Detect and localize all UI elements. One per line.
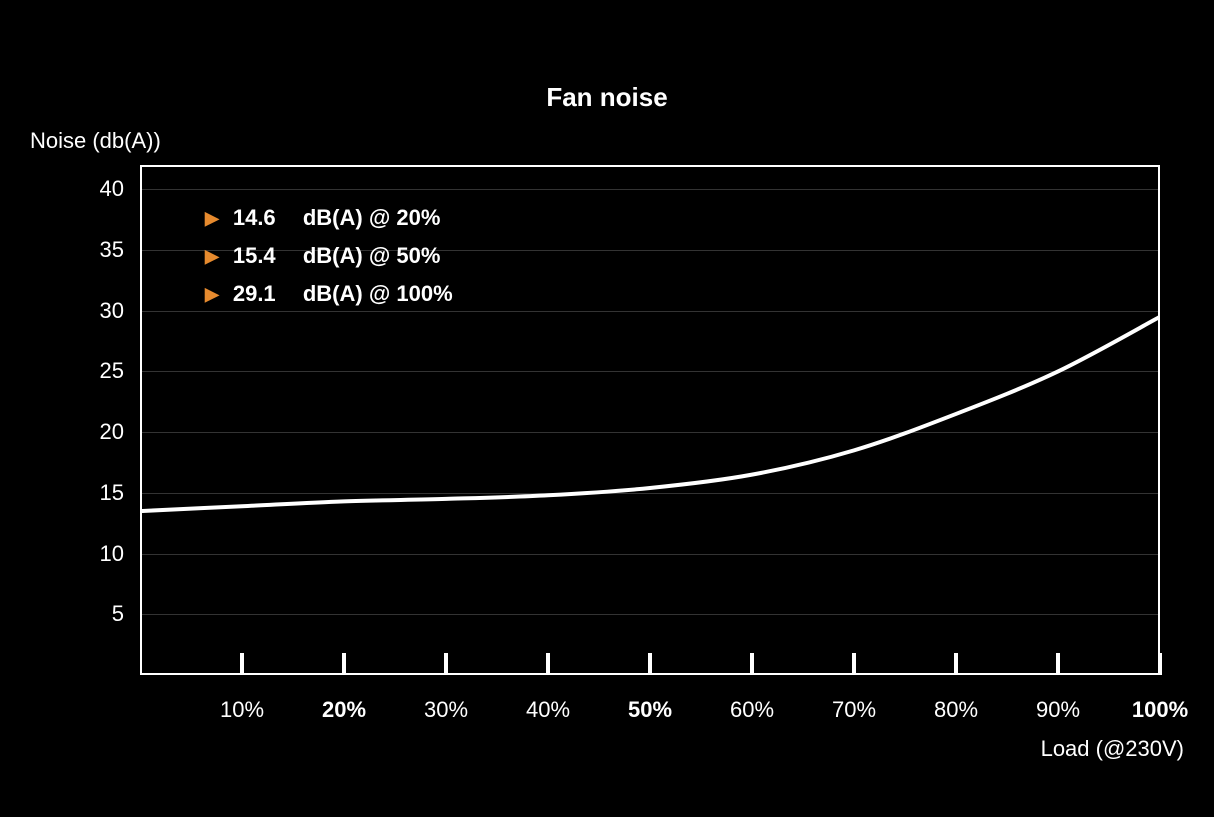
x-tick [444, 653, 448, 675]
chart-title: Fan noise [0, 82, 1214, 113]
x-tick [1158, 653, 1162, 675]
legend-value: 15.4 [233, 243, 293, 269]
y-tick-label: 40 [74, 176, 124, 202]
triangle-right-icon: ▶ [205, 209, 219, 227]
x-tick-label: 90% [1036, 697, 1080, 723]
y-tick-label: 30 [74, 298, 124, 324]
x-tick [852, 653, 856, 675]
x-tick-label: 60% [730, 697, 774, 723]
y-tick-label: 25 [74, 358, 124, 384]
legend-item: ▶ 15.4 dB(A) @ 50% [205, 243, 453, 269]
y-axis-label: Noise (db(A)) [30, 128, 161, 154]
x-tick [954, 653, 958, 675]
legend-item: ▶ 29.1 dB(A) @ 100% [205, 281, 453, 307]
x-tick [648, 653, 652, 675]
x-tick-label: 50% [628, 697, 672, 723]
legend-item: ▶ 14.6 dB(A) @ 20% [205, 205, 453, 231]
y-tick-label: 35 [74, 237, 124, 263]
x-tick [240, 653, 244, 675]
x-tick-label: 30% [424, 697, 468, 723]
x-tick [342, 653, 346, 675]
legend: ▶ 14.6 dB(A) @ 20% ▶ 15.4 dB(A) @ 50% ▶ … [205, 205, 453, 319]
x-tick [750, 653, 754, 675]
triangle-right-icon: ▶ [205, 247, 219, 265]
x-tick-label: 10% [220, 697, 264, 723]
x-axis-label: Load (@230V) [1041, 736, 1184, 762]
y-tick-label: 15 [74, 480, 124, 506]
x-tick [546, 653, 550, 675]
legend-unit: dB(A) @ 50% [303, 243, 441, 269]
x-tick-label: 80% [934, 697, 978, 723]
legend-value: 14.6 [233, 205, 293, 231]
x-tick-label: 40% [526, 697, 570, 723]
legend-unit: dB(A) @ 20% [303, 205, 441, 231]
x-tick-label: 20% [322, 697, 366, 723]
legend-unit: dB(A) @ 100% [303, 281, 453, 307]
triangle-right-icon: ▶ [205, 285, 219, 303]
x-tick [1056, 653, 1060, 675]
chart-container: Fan noise Noise (db(A)) Load (@230V) ▶ 1… [0, 0, 1214, 817]
y-tick-label: 5 [74, 601, 124, 627]
y-tick-label: 10 [74, 541, 124, 567]
x-tick-label: 70% [832, 697, 876, 723]
y-tick-label: 20 [74, 419, 124, 445]
x-tick-label: 100% [1132, 697, 1188, 723]
legend-value: 29.1 [233, 281, 293, 307]
